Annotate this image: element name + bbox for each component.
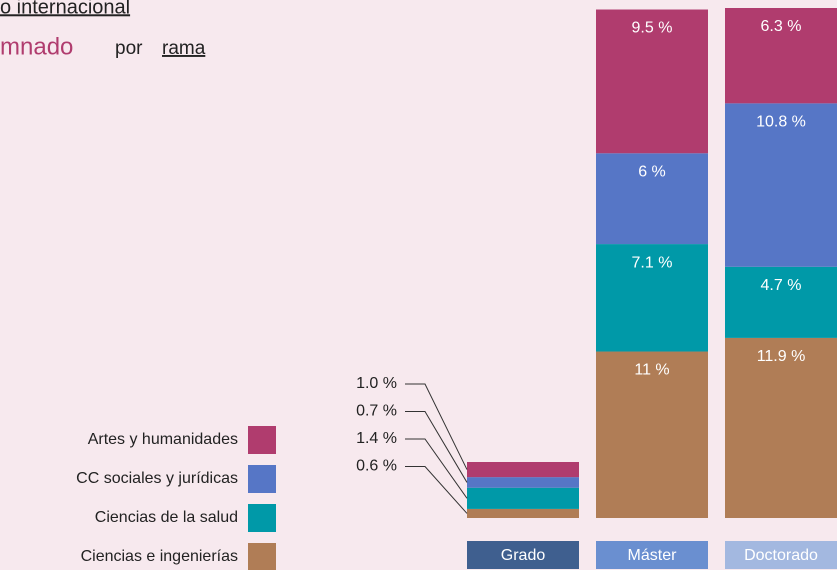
bar-segment bbox=[596, 351, 708, 518]
leader-line bbox=[405, 383, 468, 470]
value-label: 1.4 % bbox=[356, 430, 397, 447]
value-label: 4.7 % bbox=[761, 277, 802, 294]
value-label: 6 % bbox=[638, 164, 666, 181]
x-tick-label: Doctorado bbox=[744, 547, 818, 564]
legend-swatch bbox=[248, 504, 276, 532]
bar-segment bbox=[725, 103, 837, 267]
category-box bbox=[467, 541, 579, 569]
leader-line bbox=[405, 438, 468, 499]
legend-swatch bbox=[248, 543, 276, 570]
subtitle-part: por bbox=[115, 38, 143, 59]
value-label: 11 % bbox=[634, 362, 669, 379]
bar-segment bbox=[725, 8, 837, 104]
value-label: 1.0 % bbox=[356, 375, 397, 392]
bar-segment bbox=[596, 9, 708, 154]
bar-segment bbox=[467, 462, 579, 478]
category-box bbox=[596, 541, 708, 569]
legend-label: Ciencias e ingenierías bbox=[81, 548, 238, 565]
value-label: 6.3 % bbox=[761, 18, 802, 35]
bar-segment bbox=[467, 477, 579, 488]
category-box bbox=[725, 541, 837, 569]
bar-segment bbox=[725, 337, 837, 518]
legend-label: Ciencias de la salud bbox=[95, 509, 238, 526]
subtitle-part: mnado bbox=[0, 33, 73, 60]
x-tick-label: Máster bbox=[628, 547, 678, 564]
chart-title: o internacional bbox=[0, 0, 130, 18]
subtitle-part: rama bbox=[162, 38, 206, 59]
bar-segment bbox=[467, 508, 579, 518]
bar-segment bbox=[725, 266, 837, 338]
leader-line bbox=[405, 466, 468, 514]
value-label: 9.5 % bbox=[632, 20, 673, 37]
legend-label: CC sociales y jurídicas bbox=[76, 470, 238, 487]
value-label: 0.6 % bbox=[356, 458, 397, 475]
bar-segment bbox=[596, 244, 708, 352]
legend-swatch bbox=[248, 426, 276, 454]
bar-segment bbox=[467, 487, 579, 509]
value-label: 11.9 % bbox=[757, 348, 806, 365]
leader-line bbox=[405, 411, 468, 483]
legend-swatch bbox=[248, 465, 276, 493]
value-label: 10.8 % bbox=[756, 114, 806, 131]
bar-segment bbox=[596, 153, 708, 245]
x-tick-label: Grado bbox=[501, 547, 546, 564]
legend-label: Artes y humanidades bbox=[88, 431, 238, 448]
value-label: 7.1 % bbox=[632, 254, 673, 271]
value-label: 0.7 % bbox=[356, 403, 397, 420]
